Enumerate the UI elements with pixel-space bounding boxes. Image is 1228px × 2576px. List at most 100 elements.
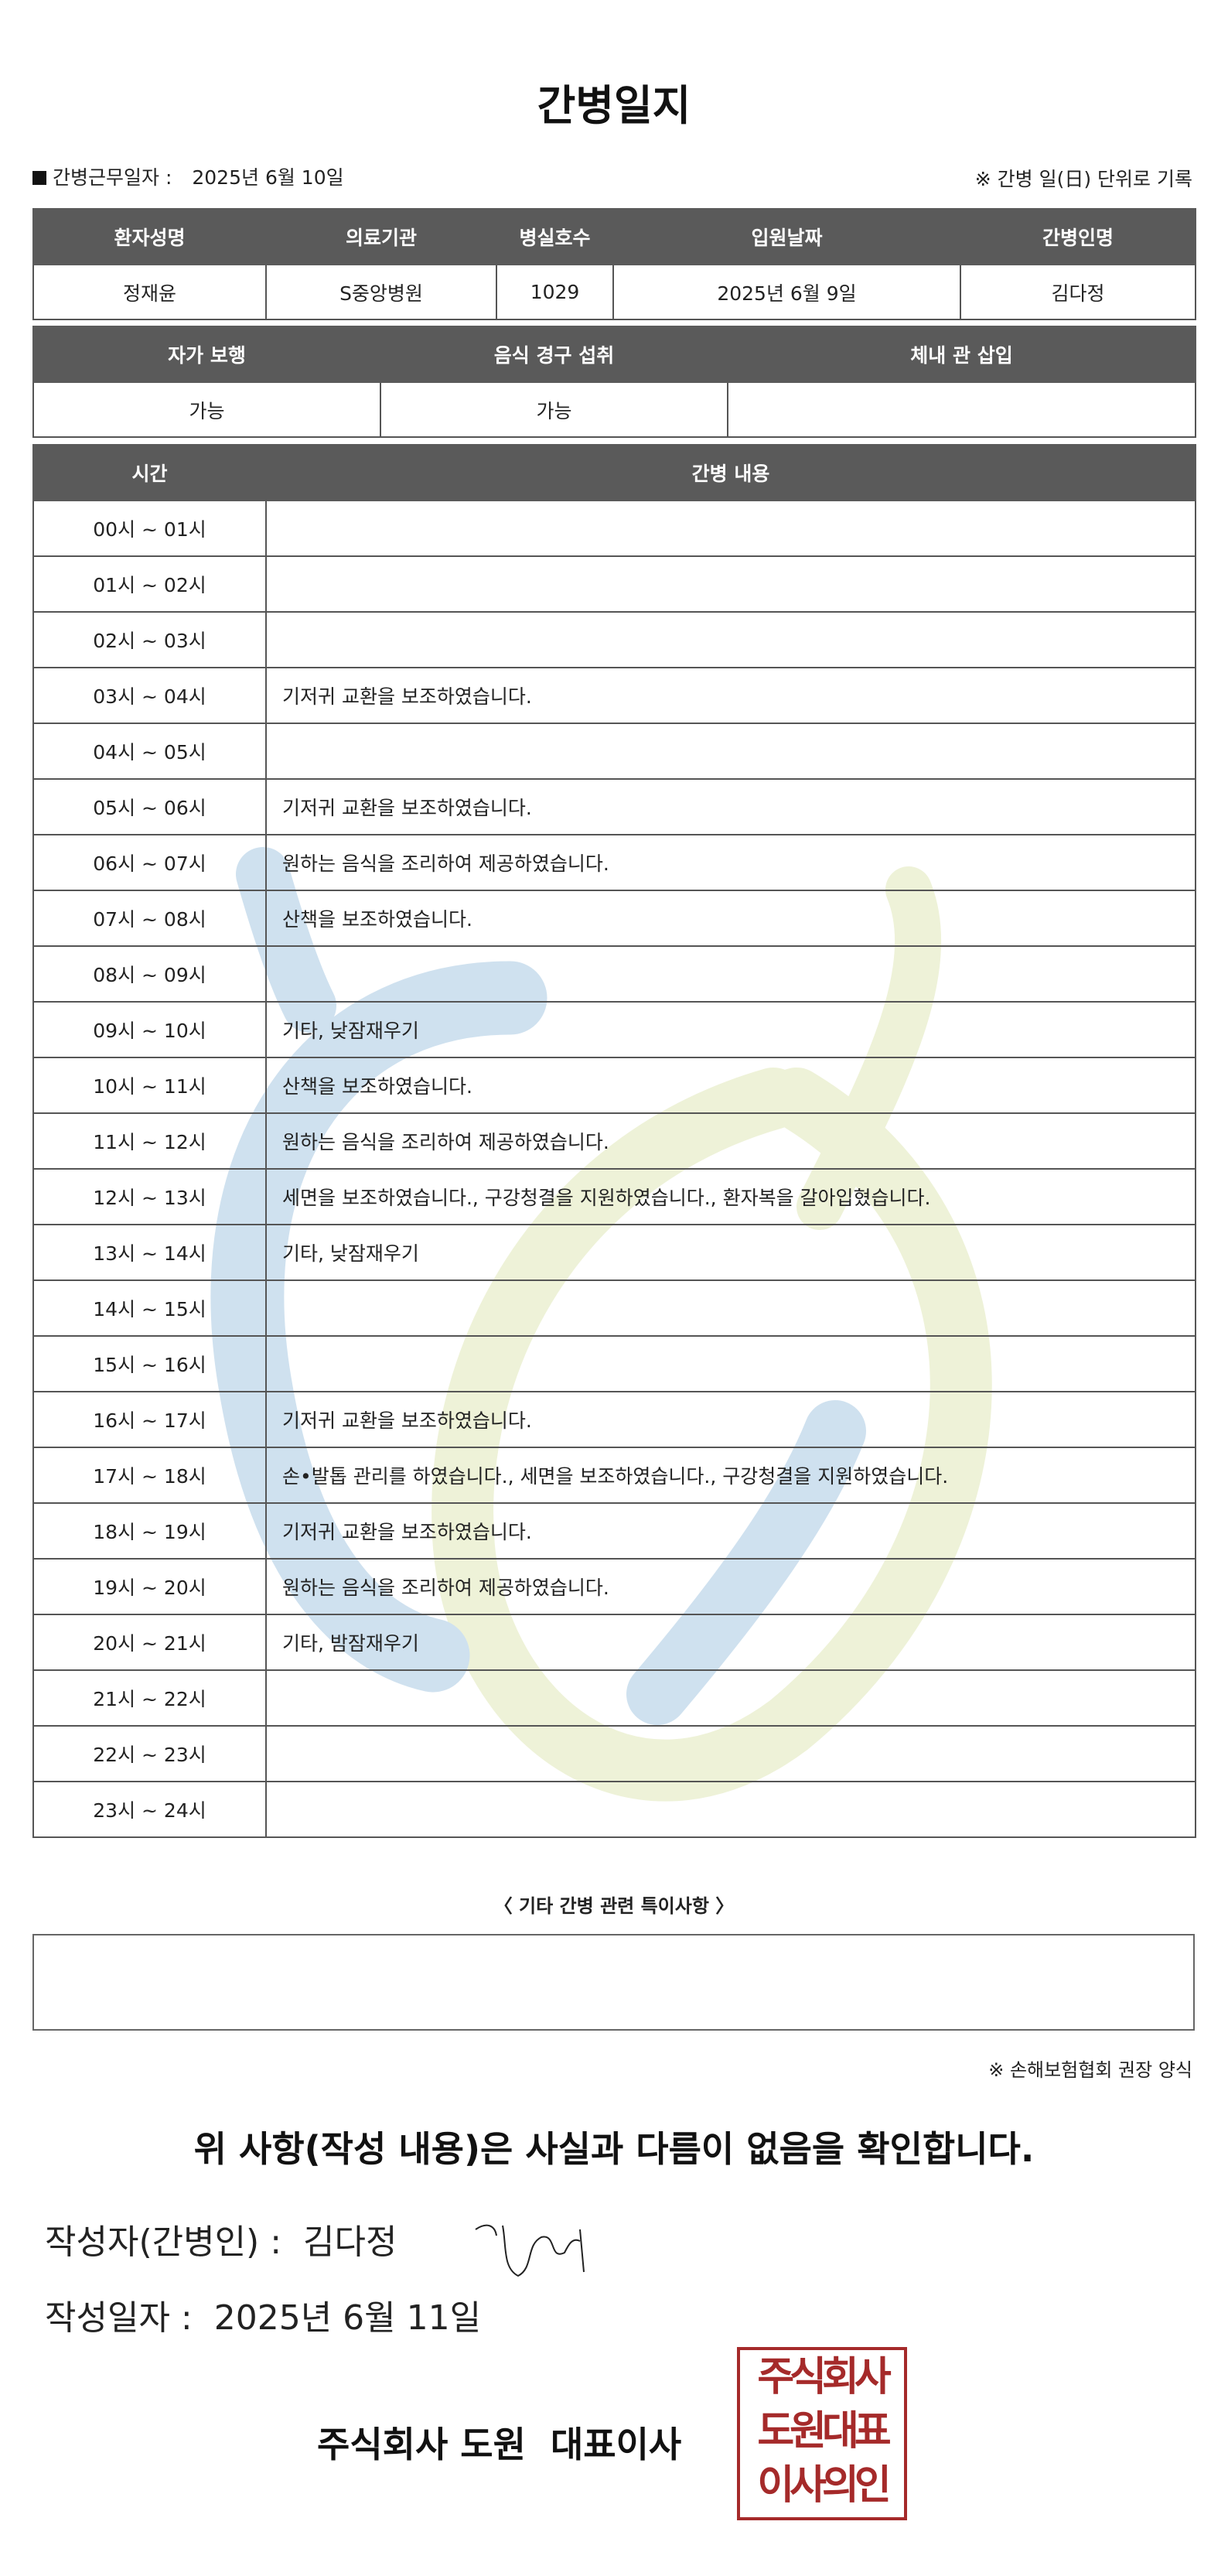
- written-date-value: 2025년 6월 11일: [213, 2298, 482, 2338]
- seal-line: 이사의인: [757, 2462, 891, 2509]
- time-slot: 15시 ~ 16시: [32, 1335, 267, 1392]
- time-slot: 04시 ~ 05시: [32, 723, 267, 780]
- header-row: 시간 간병 내용: [32, 444, 1196, 501]
- table-row: 06시 ~ 07시 원하는 음식을 조리하여 제공하였습니다.: [32, 834, 1196, 891]
- time-slot: 10시 ~ 11시: [32, 1057, 267, 1114]
- patient-field-value: 김다정: [960, 264, 1196, 320]
- notes-box[interactable]: [32, 1934, 1195, 2031]
- company-representative: 주식회사 도원 대표이사: [317, 2424, 682, 2465]
- square-bullet-icon: [32, 171, 46, 185]
- table-row: 03시 ~ 04시 기저귀 교환을 보조하였습니다.: [32, 667, 1196, 724]
- table-row: 10시 ~ 11시 산책을 보조하였습니다.: [32, 1057, 1196, 1114]
- table-row: 15시 ~ 16시: [32, 1335, 1196, 1392]
- time-slot: 05시 ~ 06시: [32, 778, 267, 835]
- time-slot: 14시 ~ 15시: [32, 1279, 267, 1337]
- care-content: 손•발톱 관리를 하였습니다., 세면을 보조하였습니다., 구강청결을 지원하…: [265, 1447, 1196, 1504]
- unit-note: ※ 간병 일(日) 단위로 기록: [974, 168, 1192, 190]
- table-row: 12시 ~ 13시 세면을 보조하였습니다., 구강청결을 지원하였습니다., 환…: [32, 1168, 1196, 1225]
- care-content: 기타, 밤잠재우기: [265, 1614, 1196, 1671]
- work-date-label: 간병근무일자 :: [53, 166, 172, 189]
- column-header: 음식 경구 섭취: [380, 326, 728, 383]
- table-row: 19시 ~ 20시 원하는 음식을 조리하여 제공하였습니다.: [32, 1558, 1196, 1615]
- column-header: 체내 관 삽입: [727, 326, 1196, 383]
- page-title: 간병일지: [537, 81, 691, 130]
- care-content: [265, 1279, 1196, 1337]
- time-slot: 17시 ~ 18시: [32, 1447, 267, 1504]
- table-row: 21시 ~ 22시: [32, 1669, 1196, 1727]
- column-header: 병실호수: [496, 208, 614, 265]
- time-slot: 11시 ~ 12시: [32, 1112, 267, 1170]
- writer-label: 작성자(간병인) :: [45, 2222, 282, 2262]
- table-row: 23시 ~ 24시: [32, 1781, 1196, 1838]
- care-content: [265, 1335, 1196, 1392]
- patient-field-value: 2025년 6월 9일: [612, 264, 961, 320]
- care-content: [265, 723, 1196, 780]
- care-content: 기저귀 교환을 보조하였습니다.: [265, 1502, 1196, 1560]
- care-content: 기저귀 교환을 보조하였습니다.: [265, 778, 1196, 835]
- care-content: 세면을 보조하였습니다., 구강청결을 지원하였습니다., 환자복을 갈아입혔습…: [265, 1168, 1196, 1225]
- source-note: ※ 손해보험협회 권장 양식: [988, 2059, 1192, 2081]
- table-row: 02시 ~ 03시: [32, 611, 1196, 668]
- care-content: 원하는 음식을 조리하여 제공하였습니다.: [265, 1112, 1196, 1170]
- care-content: [265, 945, 1196, 1003]
- care-content: 기저귀 교환을 보조하였습니다.: [265, 1391, 1196, 1448]
- patient-field-value: 1029: [496, 264, 614, 320]
- patient-field-value: 정재윤: [32, 264, 267, 320]
- column-header: 시간: [32, 444, 267, 501]
- patient-table: 환자성명 의료기관 병실호수 입원날짜 간병인명 정재윤 S중앙병원 1029 2025년 6월…: [32, 208, 1196, 320]
- patient-field-value: S중앙병원: [265, 264, 497, 320]
- care-content: 원하는 음식을 조리하여 제공하였습니다.: [265, 1558, 1196, 1615]
- writer-name: 김다정: [303, 2222, 397, 2262]
- writer-line: 작성자(간병인) : 김다정: [45, 2214, 397, 2263]
- care-content: [265, 1725, 1196, 1782]
- time-slot: 09시 ~ 10시: [32, 1001, 267, 1058]
- care-content: 기저귀 교환을 보조하였습니다.: [265, 667, 1196, 724]
- seal-line: 주식회사: [757, 2354, 891, 2400]
- table-row: 13시 ~ 14시 기타, 낮잠재우기: [32, 1224, 1196, 1281]
- seal-line: 도원대표: [757, 2408, 891, 2455]
- table-row: 07시 ~ 08시 산책을 보조하였습니다.: [32, 890, 1196, 947]
- care-log-table: 시간 간병 내용 00시 ~ 01시 01시 ~ 02시 02시 ~ 03시 03시 ~ …: [32, 444, 1196, 1838]
- column-header: 환자성명: [32, 208, 267, 265]
- column-header: 간병 내용: [265, 444, 1196, 501]
- confirmation-statement: 위 사항(작성 내용)은 사실과 다름이 없음을 확인합니다.: [193, 2128, 1035, 2170]
- care-content: 산책을 보조하였습니다.: [265, 1057, 1196, 1114]
- time-slot: 22시 ~ 23시: [32, 1725, 267, 1782]
- status-field-value: 가능: [380, 381, 728, 438]
- care-content: [265, 1781, 1196, 1838]
- table-row: 00시 ~ 01시: [32, 500, 1196, 557]
- table-row: 17시 ~ 18시 손•발톱 관리를 하였습니다., 세면을 보조하였습니다., …: [32, 1447, 1196, 1504]
- care-content: 원하는 음식을 조리하여 제공하였습니다.: [265, 834, 1196, 891]
- time-slot: 20시 ~ 21시: [32, 1614, 267, 1671]
- table-row: 04시 ~ 05시: [32, 723, 1196, 780]
- table-row: 18시 ~ 19시 기저귀 교환을 보조하였습니다.: [32, 1502, 1196, 1560]
- table-row: 11시 ~ 12시 원하는 음식을 조리하여 제공하였습니다.: [32, 1112, 1196, 1170]
- time-slot: 00시 ~ 01시: [32, 500, 267, 557]
- care-content: [265, 1669, 1196, 1727]
- signature-image: [475, 2224, 585, 2277]
- time-slot: 07시 ~ 08시: [32, 890, 267, 947]
- column-header: 의료기관: [265, 208, 497, 265]
- work-date: 간병근무일자 : 2025년 6월 10일: [32, 162, 344, 190]
- care-content: [265, 555, 1196, 613]
- table-row: 22시 ~ 23시: [32, 1725, 1196, 1782]
- time-slot: 19시 ~ 20시: [32, 1558, 267, 1615]
- table-row: 05시 ~ 06시 기저귀 교환을 보조하였습니다.: [32, 778, 1196, 835]
- care-content: 기타, 낮잠재우기: [265, 1001, 1196, 1058]
- table-row: 14시 ~ 15시: [32, 1279, 1196, 1337]
- time-slot: 18시 ~ 19시: [32, 1502, 267, 1560]
- written-date-line: 작성일자 : 2025년 6월 11일: [45, 2290, 481, 2339]
- care-content: [265, 611, 1196, 668]
- column-header: 자가 보행: [32, 326, 381, 383]
- written-date-label: 작성일자 :: [45, 2298, 193, 2338]
- time-slot: 06시 ~ 07시: [32, 834, 267, 891]
- time-slot: 12시 ~ 13시: [32, 1168, 267, 1225]
- time-slot: 01시 ~ 02시: [32, 555, 267, 613]
- care-content: 산책을 보조하였습니다.: [265, 890, 1196, 947]
- notes-label: 〈 기타 간병 관련 특이사항 〉: [493, 1895, 735, 1917]
- time-slot: 02시 ~ 03시: [32, 611, 267, 668]
- column-header: 간병인명: [960, 208, 1196, 265]
- status-field-value: 가능: [32, 381, 381, 438]
- table-row: 01시 ~ 02시: [32, 555, 1196, 613]
